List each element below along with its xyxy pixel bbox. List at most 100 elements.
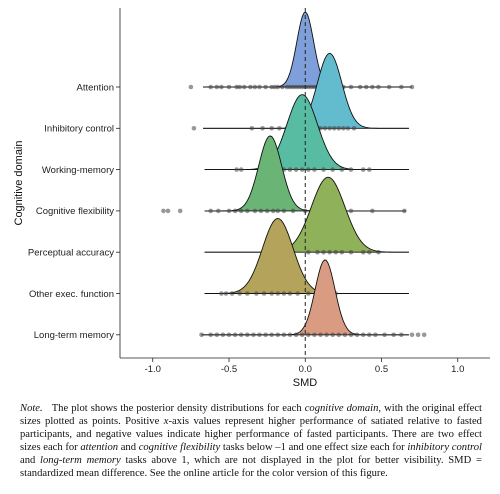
effect-size-point (357, 84, 363, 90)
effect-size-point (234, 167, 239, 172)
effect-size-point (241, 84, 247, 90)
y-tick-label-attention: Attention (77, 82, 115, 93)
effect-size-point (312, 167, 317, 172)
effect-size-point (214, 332, 220, 338)
effect-size-point (409, 84, 415, 90)
note-fragment: long-term memory (40, 455, 121, 467)
effect-size-point (238, 167, 244, 172)
x-axis: -1.0 -0.5 0.0 0.5 1.0 (120, 357, 490, 375)
effect-size-point (341, 126, 346, 131)
note-fragment: attention (80, 442, 119, 454)
effect-size-point (161, 208, 166, 214)
effect-size-point (293, 332, 299, 338)
effect-size-point (270, 208, 276, 214)
figure-note: Note. The plot shows the posterior densi… (20, 402, 482, 481)
ridge-working-memory (204, 94, 409, 172)
effect-size-point (360, 249, 366, 255)
effect-size-point (324, 332, 329, 338)
effect-size-point (306, 291, 311, 296)
effect-size-point (312, 332, 317, 338)
effect-size-point (269, 291, 275, 296)
effect-size-point (287, 167, 293, 172)
y-tick-label-cognitive-flexibility: Cognitive flexibility (36, 206, 114, 217)
effect-size-point (360, 167, 366, 172)
effect-size-point (336, 126, 342, 131)
effect-size-point (299, 332, 305, 338)
effect-size-point (219, 84, 224, 90)
ridgeline-chart: Attention Inhibitory control Working-memor… (13, 8, 490, 389)
note-fragment: inhibitory control (407, 442, 482, 454)
effect-size-point (165, 208, 171, 214)
effect-size-point (252, 208, 258, 214)
effect-size-point (386, 84, 392, 90)
effect-size-point (354, 332, 360, 338)
x-tick-label: 0.5 (375, 364, 388, 375)
effect-size-point (367, 332, 372, 338)
x-tick-label: -1.0 (145, 364, 161, 375)
note-text: The plot shows the posterior density dis… (20, 403, 482, 479)
effect-size-point (342, 332, 348, 338)
effect-size-point (376, 249, 381, 255)
ridge-cognitive-flexibility (161, 135, 407, 214)
effect-size-point (330, 332, 336, 338)
effect-size-point (399, 84, 404, 90)
y-tick-label-perceptual-accuracy: Perceptual accuracy (28, 248, 114, 259)
effect-size-point (229, 291, 235, 296)
effect-size-point (421, 332, 427, 338)
density-fill-other-exec-function (204, 218, 409, 294)
effect-size-point (331, 126, 337, 131)
effect-size-point (322, 126, 328, 131)
effect-size-point (254, 291, 259, 296)
effect-size-point (237, 291, 242, 296)
effect-size-point (360, 332, 366, 338)
density-ridges (161, 11, 427, 338)
effect-size-point (293, 167, 299, 172)
effect-size-point (330, 167, 336, 172)
effect-size-point (269, 126, 275, 131)
effect-size-point (226, 84, 232, 90)
effect-size-point (348, 332, 354, 338)
effect-size-point (402, 208, 407, 214)
density-fill-working-memory (204, 94, 409, 170)
note-fragment: The plot shows the posterior density dis… (51, 403, 305, 414)
effect-size-point (336, 332, 342, 338)
effect-size-point (219, 291, 224, 296)
note-fragment: , with the original effect sizes plotted… (20, 403, 482, 428)
note-fragment: and (118, 442, 139, 454)
y-tick-label-other-exec-function: Other exec. function (29, 289, 114, 300)
x-tick-label: -0.5 (221, 364, 237, 375)
effect-size-point (327, 126, 332, 131)
effect-size-point (226, 332, 232, 338)
effect-size-point (248, 84, 253, 90)
effect-size-point (370, 84, 375, 90)
effect-size-point (177, 208, 183, 214)
effect-size-point (315, 249, 320, 255)
effect-size-point (348, 84, 354, 90)
effect-size-point (415, 332, 421, 338)
effect-size-point (302, 208, 308, 214)
effect-size-point (339, 249, 345, 255)
effect-size-point (295, 291, 300, 296)
effect-size-point (258, 208, 264, 214)
effect-size-point (306, 249, 311, 255)
effect-size-point (376, 84, 381, 90)
density-fill-attention (203, 12, 412, 87)
effect-size-point (367, 167, 372, 172)
effect-size-point (245, 208, 250, 214)
effect-size-point (245, 332, 250, 338)
effect-size-point (263, 332, 268, 338)
effect-size-point (220, 332, 226, 338)
note-label: Note. (20, 403, 43, 414)
effect-size-point (287, 332, 293, 338)
y-tick-label-inhibitory-control: Inhibitory control (44, 124, 114, 135)
effect-size-point (232, 208, 238, 214)
ridge-long-term-memory (199, 259, 427, 338)
note-fragment: cognitive flexibility (138, 442, 221, 454)
note-fragment: tasks above 1, which are not displayed i… (20, 455, 482, 480)
effect-size-point (238, 208, 244, 214)
note-fragment: -axis values represent higher performanc… (20, 416, 482, 454)
effect-size-point (226, 208, 232, 214)
effect-size-point (223, 291, 229, 296)
effect-size-point (399, 332, 404, 338)
effect-size-point (281, 291, 287, 296)
